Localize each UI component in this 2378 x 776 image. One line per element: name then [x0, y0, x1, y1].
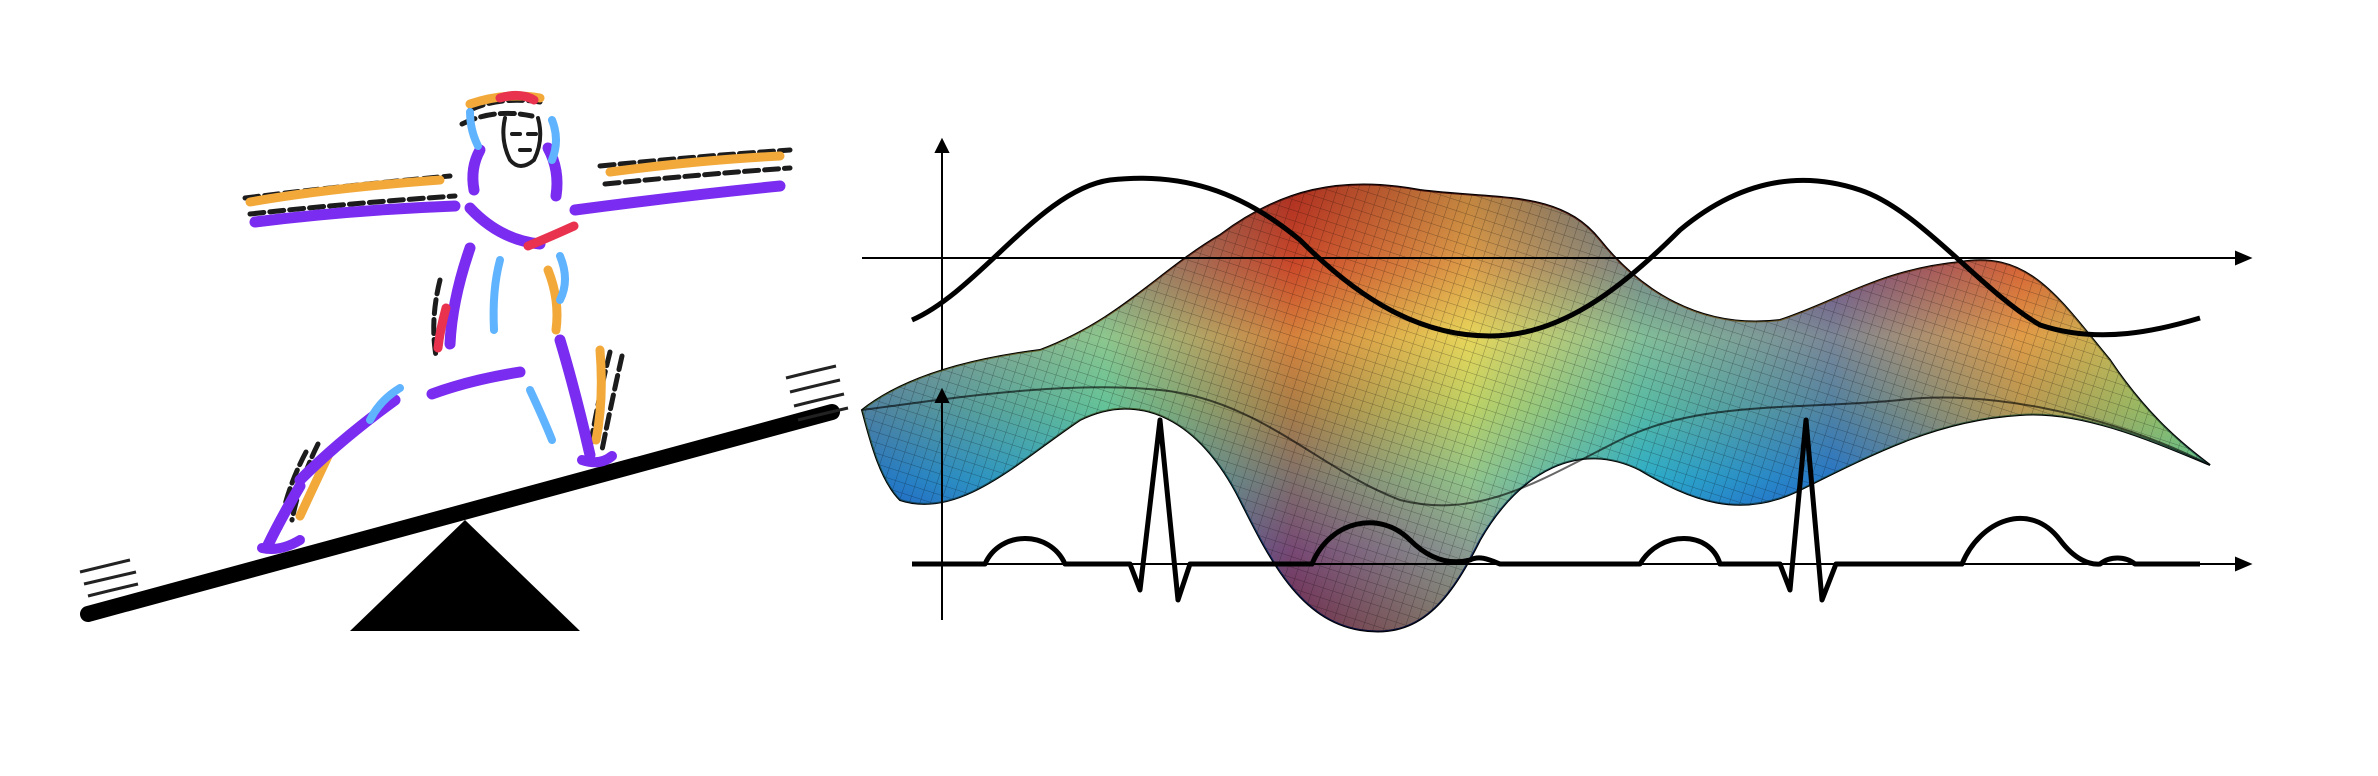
- seesaw-board: [80, 404, 840, 622]
- sine-wave: [910, 175, 2201, 339]
- triangle-fulcrum: [350, 520, 580, 631]
- right-panel: [860, 137, 2253, 633]
- stylized-human-figure: [242, 90, 793, 554]
- ecg-like-pulse-signal: [912, 417, 2200, 603]
- motion-lines: [79, 364, 849, 598]
- colored-3d-wave-surface: [860, 183, 2211, 633]
- left-panel: [79, 90, 849, 631]
